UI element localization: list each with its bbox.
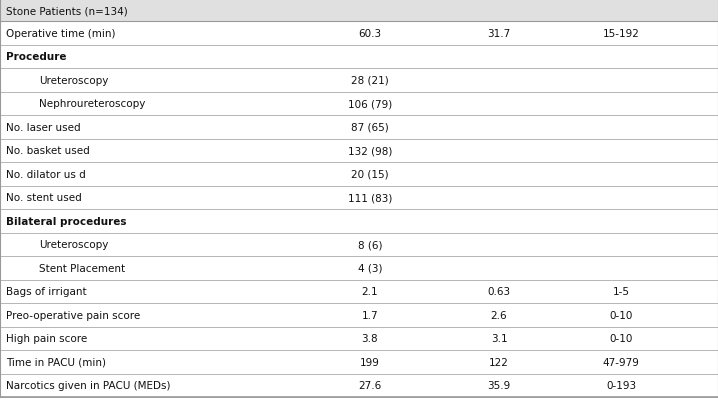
Text: 3.1: 3.1 xyxy=(490,333,508,343)
Text: 60.3: 60.3 xyxy=(358,29,381,38)
Text: Preo-operative pain score: Preo-operative pain score xyxy=(6,310,140,320)
Text: 2.1: 2.1 xyxy=(361,287,378,296)
Text: Time in PACU (min): Time in PACU (min) xyxy=(6,357,106,367)
Text: 1.7: 1.7 xyxy=(361,310,378,320)
Text: 47-979: 47-979 xyxy=(602,357,640,367)
Text: 27.6: 27.6 xyxy=(358,380,381,390)
Text: 2.6: 2.6 xyxy=(490,310,508,320)
Text: Stone Patients (n=134): Stone Patients (n=134) xyxy=(6,6,128,16)
Text: 35.9: 35.9 xyxy=(488,380,510,390)
Text: 0-10: 0-10 xyxy=(610,310,633,320)
Text: 199: 199 xyxy=(360,357,380,367)
Text: 31.7: 31.7 xyxy=(488,29,510,38)
Text: 3.8: 3.8 xyxy=(361,333,378,343)
Text: 111 (83): 111 (83) xyxy=(348,193,392,203)
Text: 8 (6): 8 (6) xyxy=(358,240,382,250)
Text: No. dilator us d: No. dilator us d xyxy=(6,169,85,179)
Bar xyxy=(0,0,718,22)
Text: Bilateral procedures: Bilateral procedures xyxy=(6,216,126,226)
Text: Stent Placement: Stent Placement xyxy=(39,263,126,273)
Text: 20 (15): 20 (15) xyxy=(351,169,388,179)
Text: No. basket used: No. basket used xyxy=(6,146,90,156)
Text: Nephroureteroscopy: Nephroureteroscopy xyxy=(39,99,146,109)
Text: Bags of irrigant: Bags of irrigant xyxy=(6,287,86,296)
Text: 0-193: 0-193 xyxy=(606,380,636,390)
Text: Ureteroscopy: Ureteroscopy xyxy=(39,75,109,85)
Text: 0-10: 0-10 xyxy=(610,333,633,343)
Text: No. stent used: No. stent used xyxy=(6,193,82,203)
Text: No. laser used: No. laser used xyxy=(6,122,80,132)
Text: Narcotics given in PACU (MEDs): Narcotics given in PACU (MEDs) xyxy=(6,380,170,390)
Text: 15-192: 15-192 xyxy=(602,29,640,38)
Text: Procedure: Procedure xyxy=(6,52,66,62)
Text: High pain score: High pain score xyxy=(6,333,87,343)
Text: 122: 122 xyxy=(489,357,509,367)
Text: 1-5: 1-5 xyxy=(612,287,630,296)
Text: Operative time (min): Operative time (min) xyxy=(6,29,116,38)
Text: 106 (79): 106 (79) xyxy=(348,99,392,109)
Text: 0.63: 0.63 xyxy=(488,287,510,296)
Text: 87 (65): 87 (65) xyxy=(351,122,388,132)
Text: 4 (3): 4 (3) xyxy=(358,263,382,273)
Text: Ureteroscopy: Ureteroscopy xyxy=(39,240,109,250)
Text: 132 (98): 132 (98) xyxy=(348,146,392,156)
Text: 28 (21): 28 (21) xyxy=(351,75,388,85)
